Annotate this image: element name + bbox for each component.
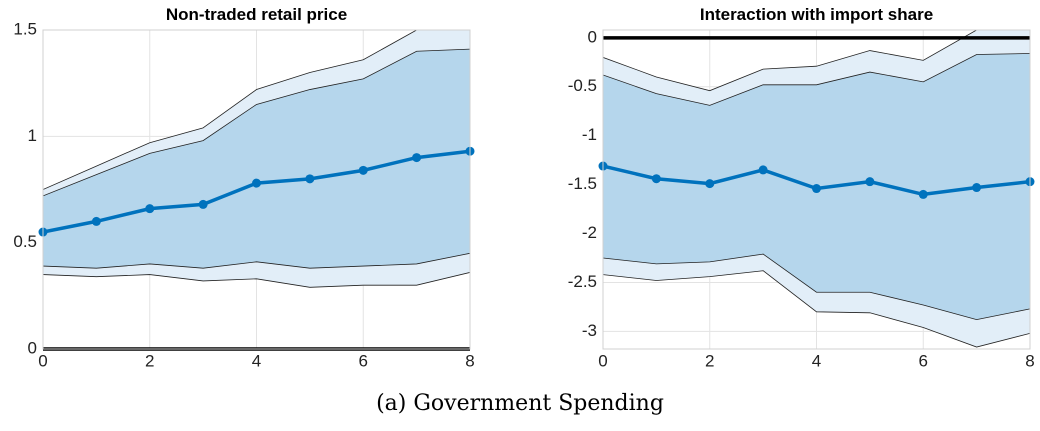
axes-box [602, 29, 1031, 350]
band-edge [603, 270, 1030, 348]
y-tick-label: 0 [28, 338, 37, 357]
band-edge [603, 253, 1030, 321]
x-tick-label: 0 [598, 351, 607, 370]
y-tick-label: 1 [28, 126, 37, 145]
band-edge [43, 48, 470, 197]
y-tick-label: -0.5 [568, 76, 597, 95]
plot-content [43, 30, 470, 288]
point [252, 178, 261, 188]
y-tick-label: -3 [582, 321, 597, 340]
point [198, 199, 208, 209]
y-tick-label: -2 [582, 223, 597, 242]
band-edge [43, 272, 470, 288]
y-tick-label: -2.5 [568, 272, 597, 291]
caption: (a) Government Spending [376, 391, 664, 416]
panel: -3 -2.5 -2 -1.5 -1 -0.5 0 0 2 4 6 8 Interaction with… [568, 5, 1035, 370]
y-tick-label: 0.5 [13, 232, 37, 251]
y-tick-label: -1 [582, 125, 597, 144]
point [758, 165, 768, 175]
point [972, 183, 982, 193]
band-edge [43, 252, 470, 269]
x-tick-label: 2 [145, 351, 154, 370]
y-tick-label: 1.5 [13, 19, 37, 38]
x-tick-label: 6 [919, 351, 928, 370]
y-tick-label: -1.5 [568, 174, 597, 193]
x-tick-label: 6 [359, 351, 368, 370]
band-edge [603, 30, 1030, 92]
point [91, 216, 101, 226]
axes-box [42, 29, 471, 350]
x-tick-label: 4 [252, 351, 261, 370]
confidence-band [43, 49, 470, 269]
point [305, 174, 315, 184]
x-tick-label: 2 [705, 351, 714, 370]
point [812, 184, 821, 194]
point [705, 179, 715, 189]
chart-title: Non-traded retail price [166, 5, 347, 24]
point [145, 204, 155, 214]
x-tick-label: 0 [38, 351, 47, 370]
point [412, 153, 422, 163]
y-tick-label: 0 [588, 27, 597, 46]
band-edge [43, 30, 470, 190]
x-tick-label: 8 [1025, 351, 1034, 370]
x-tick-label: 8 [465, 351, 474, 370]
x-tick-label: 4 [812, 351, 821, 370]
panel: 0 0.5 1 1.5 0 2 4 6 8 Non-traded retail price [13, 5, 474, 370]
band-edge [603, 53, 1030, 106]
chart-title: Interaction with import share [700, 5, 933, 24]
point [651, 174, 661, 184]
point [358, 165, 368, 175]
point [918, 189, 928, 199]
point [865, 177, 875, 187]
